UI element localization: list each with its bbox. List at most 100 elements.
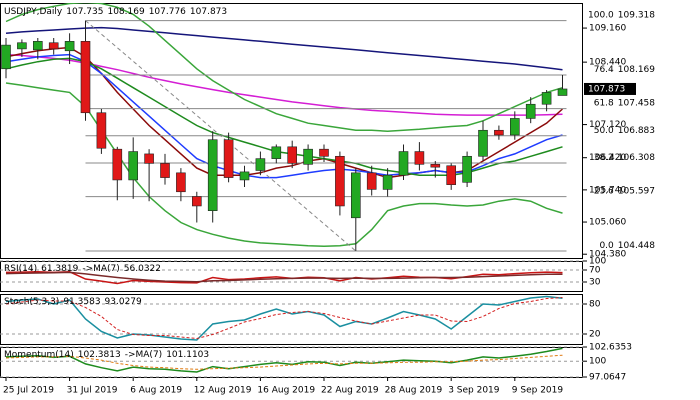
indicator-line <box>5 295 563 341</box>
candle-body <box>223 139 234 178</box>
fib-price: 104.448 <box>618 240 655 250</box>
header-part: 108.169 <box>107 7 144 17</box>
y-tick-label: 100 <box>589 257 606 267</box>
x-tick-label: 3 Sep 2019 <box>448 386 500 396</box>
candle-body <box>17 42 27 50</box>
panel-frame <box>0 261 583 292</box>
fib-level: 50.0 <box>594 125 614 135</box>
candle-body <box>494 129 504 136</box>
plot <box>5 295 563 341</box>
x-tick-label: 12 Aug 2019 <box>194 386 252 396</box>
candle-body <box>239 171 250 181</box>
y-tick-label: 30 <box>589 278 601 288</box>
y-tick-label: 105.060 <box>589 218 626 228</box>
fib-level: 100.0 <box>588 10 614 20</box>
fib-level: 0.0 <box>599 240 614 250</box>
candle-body <box>335 155 345 207</box>
fib-label: 100.0 109.318 <box>588 10 655 20</box>
fib-label: 76.4 108.169 <box>594 64 656 74</box>
y-tick-label: 102.6353 <box>589 343 632 353</box>
y-tick-label: 104.380 <box>589 250 626 260</box>
candle-body <box>319 148 329 157</box>
header-part: 107.776 <box>149 7 186 17</box>
candle-body <box>287 146 298 164</box>
candle-body <box>48 42 59 50</box>
candle-body <box>112 148 123 181</box>
candle-body <box>366 172 377 190</box>
candle-body <box>382 174 393 190</box>
y-tick-label: 105.740 <box>589 185 626 195</box>
x-tick-label: 16 Aug 2019 <box>257 386 315 396</box>
fib-price: 108.169 <box>618 64 655 74</box>
indicator-line <box>5 53 563 116</box>
candle-body <box>192 196 202 207</box>
plot <box>5 347 563 373</box>
candle-body <box>160 163 170 178</box>
x-tick-label: 31 Jul 2019 <box>67 386 118 396</box>
candle-body <box>128 151 138 181</box>
candle-body <box>557 88 568 96</box>
y-tick-label: 80 <box>589 300 601 310</box>
candle-body <box>462 155 472 183</box>
header-part: 101.1103 <box>166 350 209 360</box>
fib-price: 109.318 <box>618 10 655 20</box>
candle-body <box>414 151 425 165</box>
candle-body <box>541 92 552 105</box>
header-part: 91.3583 <box>63 297 100 307</box>
candle-body <box>350 172 361 219</box>
header-part: Momentum(14) <box>4 350 74 360</box>
candle-body <box>80 41 91 114</box>
candle-body <box>1 44 11 70</box>
fib-label: 38.2 106.308 <box>594 153 656 163</box>
candle-body <box>64 41 75 52</box>
header-part: 107.873 <box>190 7 227 17</box>
y-tick-label: 70 <box>589 266 601 276</box>
header-part: 93.0279 <box>105 297 142 307</box>
last-price-box <box>584 82 636 95</box>
panel-header: USDJPY,Daily 107.735 108.169 107.776 107.873 <box>4 7 227 17</box>
fib-anchor <box>85 20 357 252</box>
candle-body <box>509 118 520 136</box>
candle-body <box>96 112 107 149</box>
fib-label: 0.0 104.448 <box>599 240 655 250</box>
panel-header: RSI(14) 61.3819 ->MA(7) 56.0322 <box>4 264 161 274</box>
indicator-line <box>5 271 563 283</box>
panel-header: Momentum(14) 102.3813 ->MA(7) 101.1103 <box>4 350 209 360</box>
header-part: 107.735 <box>66 7 103 17</box>
plot <box>1 3 568 252</box>
fib-level: 38.2 <box>594 153 614 163</box>
y-tick-label: 106.420 <box>589 153 626 163</box>
candle-body <box>176 172 186 193</box>
candle-body <box>303 148 313 165</box>
candle-body <box>446 165 457 185</box>
fib-level: 23.6 <box>594 186 614 196</box>
indicator-line <box>5 26 563 71</box>
fib-level: 76.4 <box>594 64 614 74</box>
panel-frame <box>0 347 583 378</box>
y-tick-label: 20 <box>589 330 601 340</box>
y-tick-label: 107.120 <box>589 120 626 130</box>
candle-body <box>144 153 154 164</box>
candle-body <box>271 146 282 159</box>
candle-body <box>525 103 536 119</box>
header-part: 61.3819 <box>41 264 78 274</box>
header-part: RSI(14) <box>4 264 37 274</box>
x-tick-label: 25 Jul 2019 <box>3 386 54 396</box>
candle-body <box>478 129 488 157</box>
fib-price: 105.597 <box>618 186 655 196</box>
plot <box>5 271 563 285</box>
fib-label: 61.8 107.458 <box>594 98 656 108</box>
header-part: Stoch(5,3,3) <box>4 297 59 307</box>
x-tick-label: 6 Aug 2019 <box>130 386 182 396</box>
header-part: ->MA(7) <box>125 350 162 360</box>
indicator-line <box>5 3 563 132</box>
y-tick-label: 108.440 <box>589 58 626 68</box>
x-tick-label: 28 Aug 2019 <box>385 386 443 396</box>
candle-body <box>32 41 43 51</box>
header-part: 56.0322 <box>124 264 161 274</box>
candle-body <box>255 158 266 171</box>
y-tick-label: 100 <box>589 357 606 367</box>
indicator-line <box>5 354 563 370</box>
